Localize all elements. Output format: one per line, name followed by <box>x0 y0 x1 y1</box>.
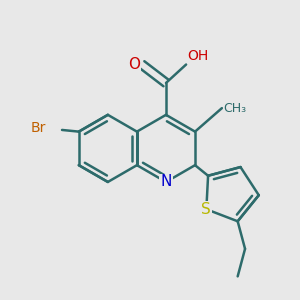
Text: O: O <box>128 57 140 72</box>
Text: Br: Br <box>31 121 46 135</box>
Text: N: N <box>160 175 172 190</box>
Text: OH: OH <box>188 49 209 63</box>
Text: S: S <box>202 202 211 217</box>
Text: CH₃: CH₃ <box>224 102 247 115</box>
